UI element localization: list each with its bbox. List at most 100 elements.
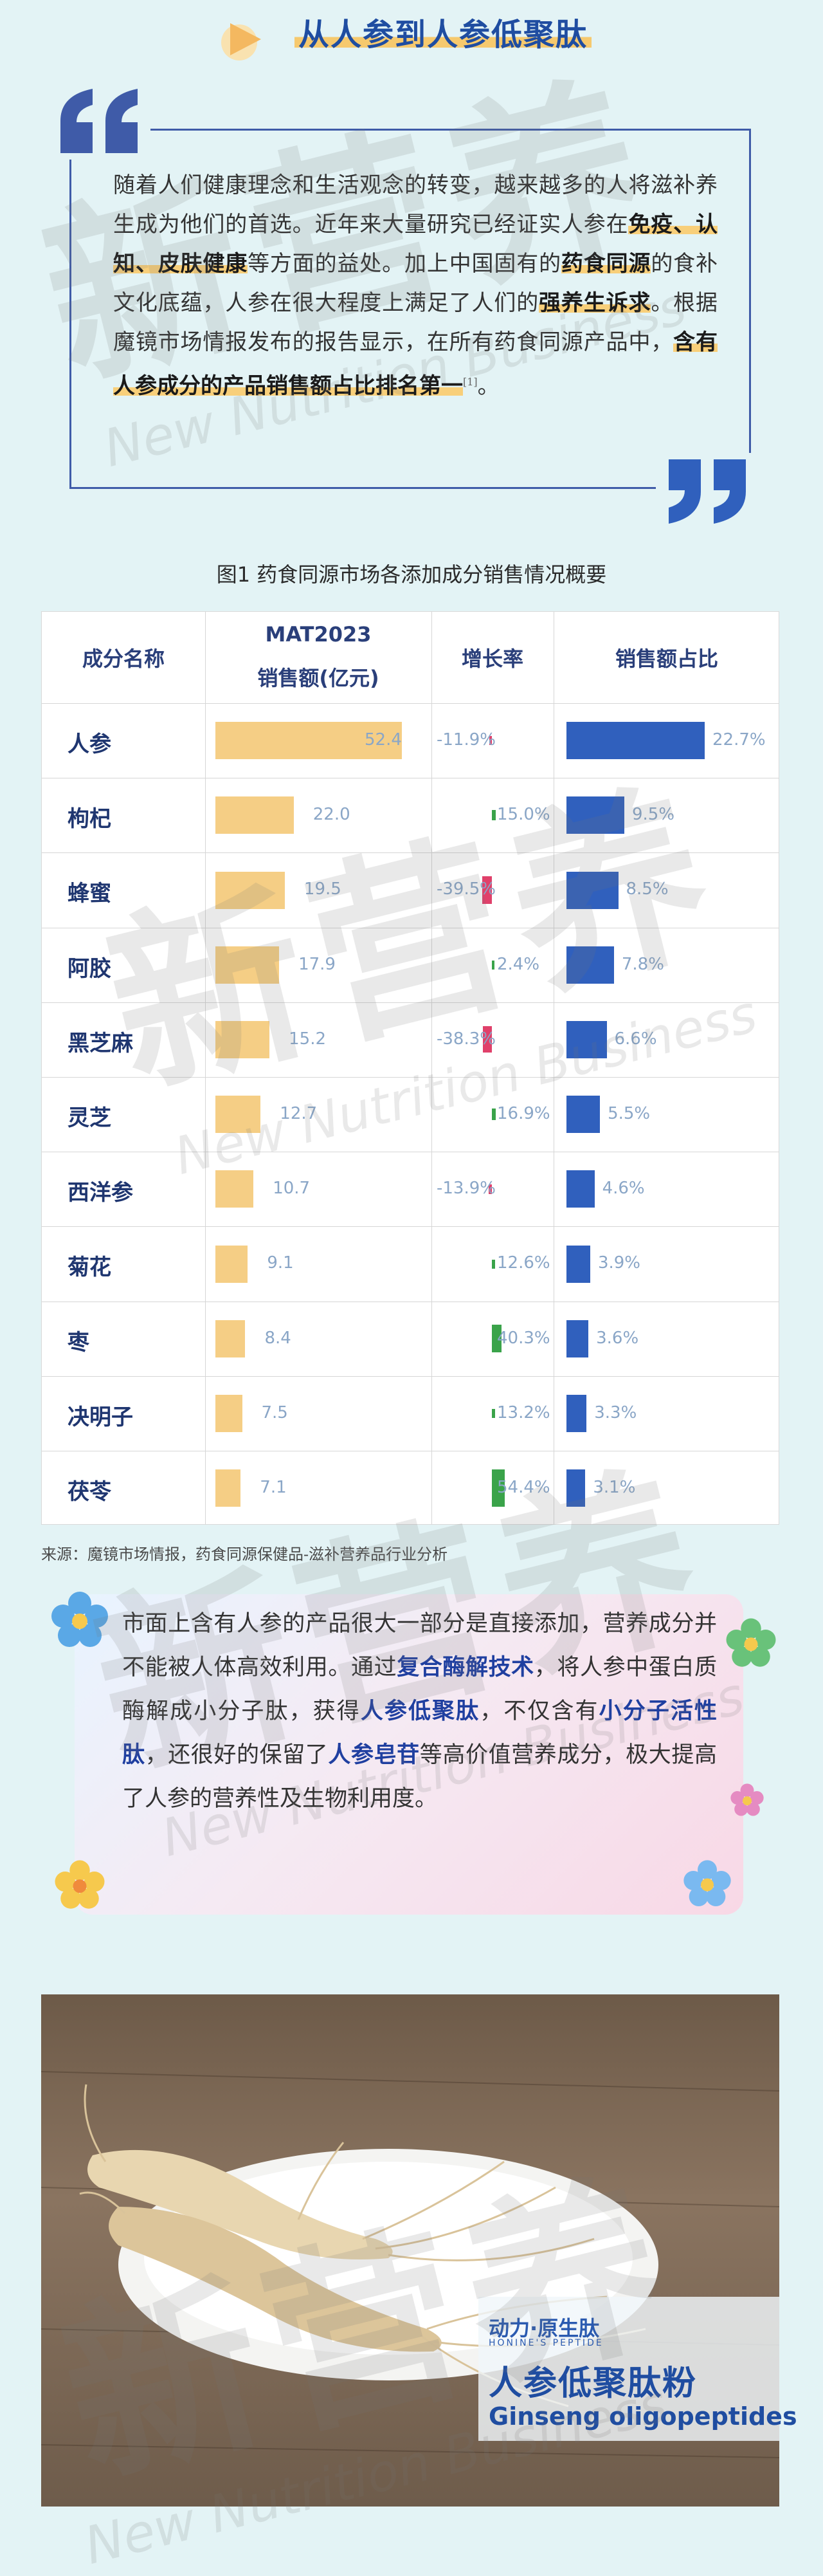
- growth-bar: [492, 1325, 502, 1353]
- flower-icon: [730, 1783, 764, 1816]
- sales-label: 8.4: [264, 1328, 291, 1348]
- quote-open-icon: [54, 82, 150, 160]
- growth-label: 15.0%: [497, 805, 550, 825]
- share-label: 3.1%: [593, 1478, 636, 1497]
- highlight-culture: 药食同源: [561, 251, 651, 277]
- sales-bar: [215, 722, 402, 760]
- info-card: [75, 1594, 743, 1915]
- flower-icon: [51, 1592, 108, 1647]
- reference-mark: [1]: [463, 376, 478, 388]
- share-label: 9.5%: [631, 805, 675, 825]
- flower-icon: [683, 1860, 731, 1906]
- growth-label: -38.3%: [437, 1029, 496, 1049]
- growth-label: 12.6%: [497, 1253, 550, 1273]
- figure-title: 图1 药食同源市场各添加成分销售情况概要: [216, 562, 607, 587]
- share-label: 3.6%: [596, 1328, 639, 1348]
- growth-label: 13.2%: [497, 1403, 550, 1422]
- sales-bar: [215, 1469, 241, 1507]
- highlight-enzyme: 复合酶解技术: [397, 1655, 534, 1680]
- sales-label: 17.9: [298, 954, 336, 974]
- share-label: 8.5%: [626, 879, 669, 899]
- header-share: 销售额占比: [615, 647, 718, 671]
- ingredient-name: 灵芝: [68, 1105, 111, 1131]
- sales-label: 9.1: [267, 1253, 294, 1273]
- share-bar: [566, 1394, 587, 1432]
- flower-icon: [55, 1860, 105, 1909]
- sales-label: 7.1: [260, 1478, 287, 1497]
- sales-bar: [215, 1020, 270, 1058]
- sales-table: 成分名称 MAT2023 销售额(亿元) 增长率 销售额占比 人参 52.4 -11…: [41, 611, 779, 1525]
- sales-bar: [215, 1170, 254, 1208]
- share-label: 3.3%: [594, 1403, 637, 1422]
- share-bar: [566, 1320, 589, 1357]
- share-label: 5.5%: [608, 1104, 651, 1123]
- share-bar: [566, 1020, 607, 1058]
- play-icon: [221, 23, 261, 60]
- ingredient-name: 人参: [68, 731, 111, 757]
- growth-label: -13.9%: [437, 1179, 496, 1199]
- ingredient-name: 菊花: [68, 1255, 111, 1281]
- growth-bar: [492, 960, 494, 970]
- highlight-peptide: 人参低聚肽: [360, 1698, 480, 1724]
- intro-frame: [69, 129, 751, 489]
- growth-label: -39.5%: [437, 879, 496, 899]
- sales-bar: [215, 1394, 242, 1432]
- info-paragraph: 市面上含有人参的产品很大一部分是直接添加，营养成分并不能被人体高效利用。通过复合…: [122, 1611, 717, 1812]
- growth-bar: [492, 1408, 495, 1418]
- ingredient-name: 蜂蜜: [68, 881, 111, 907]
- brand-subtitle: HONINE'S PEPTIDE: [489, 2338, 604, 2348]
- growth-bar: [489, 736, 492, 746]
- header-growth: 增长率: [461, 647, 523, 671]
- ingredient-name: 阿胶: [68, 955, 111, 982]
- header-sales-line2: 销售额(亿元): [257, 666, 379, 690]
- sales-label: 19.5: [303, 879, 341, 899]
- growth-bar: [492, 1109, 496, 1121]
- share-bar: [566, 1469, 586, 1507]
- product-name-cn: 人参低聚肽粉: [489, 2364, 698, 2403]
- brand-logo: 动力·原生肽: [489, 2316, 600, 2341]
- share-label: 22.7%: [712, 730, 766, 750]
- share-bar: [566, 871, 619, 909]
- sales-label: 10.7: [273, 1179, 311, 1199]
- ingredient-name: 枣: [68, 1329, 89, 1356]
- share-label: 3.9%: [597, 1253, 640, 1273]
- sales-bar: [215, 946, 280, 984]
- share-label: 7.8%: [621, 954, 664, 974]
- source-note: 来源：魔镜市场情报，药食同源保健品-滋补营养品行业分析: [41, 1545, 448, 1563]
- share-label: 6.6%: [614, 1029, 657, 1049]
- highlight-saponin: 人参皂苷: [328, 1742, 420, 1768]
- share-bar: [566, 796, 624, 834]
- growth-label: 54.4%: [497, 1478, 550, 1497]
- sales-bar: [215, 1096, 261, 1134]
- share-bar: [566, 946, 614, 984]
- growth-bar: [492, 1259, 495, 1269]
- sales-label: 15.2: [289, 1029, 326, 1049]
- sales-bar: [215, 1320, 246, 1357]
- sales-label: 22.0: [312, 805, 350, 825]
- ingredient-name: 枸杞: [68, 806, 111, 833]
- page-title: 从人参到人参低聚肽: [294, 9, 592, 54]
- share-label: 4.6%: [602, 1179, 645, 1199]
- highlight-demand: 强养生诉求: [539, 290, 651, 316]
- sales-label: 52.4: [365, 730, 402, 750]
- sales-label: 7.5: [261, 1403, 288, 1422]
- growth-bar: [482, 1026, 492, 1053]
- product-label: [478, 2297, 779, 2441]
- highlight-small-peptide: 小分子活性肽: [122, 1698, 717, 1768]
- share-bar: [566, 722, 705, 760]
- share-bar: [566, 1096, 601, 1134]
- growth-label: 40.3%: [497, 1328, 550, 1348]
- ingredient-name: 决明子: [68, 1404, 133, 1430]
- header-name: 成分名称: [82, 647, 165, 671]
- growth-bar: [492, 810, 496, 821]
- growth-bar: [488, 1184, 492, 1194]
- flower-icon: [726, 1618, 776, 1667]
- intro-paragraph: 随着人们健康理念和生活观念的转变，越来越多的人将滋补养生成为他们的首选。近年来大…: [113, 172, 718, 400]
- ingredient-name: 茯苓: [68, 1479, 111, 1505]
- sales-label: 12.7: [280, 1104, 318, 1123]
- growth-label: 2.4%: [497, 954, 540, 974]
- growth-label: 16.9%: [497, 1104, 550, 1123]
- product-name-en: Ginseng oligopeptides: [489, 2402, 797, 2431]
- quote-close-icon: [656, 453, 752, 530]
- sales-bar: [215, 871, 285, 909]
